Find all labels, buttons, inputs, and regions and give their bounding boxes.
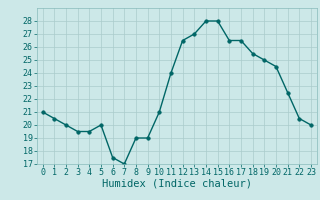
X-axis label: Humidex (Indice chaleur): Humidex (Indice chaleur) xyxy=(102,179,252,189)
